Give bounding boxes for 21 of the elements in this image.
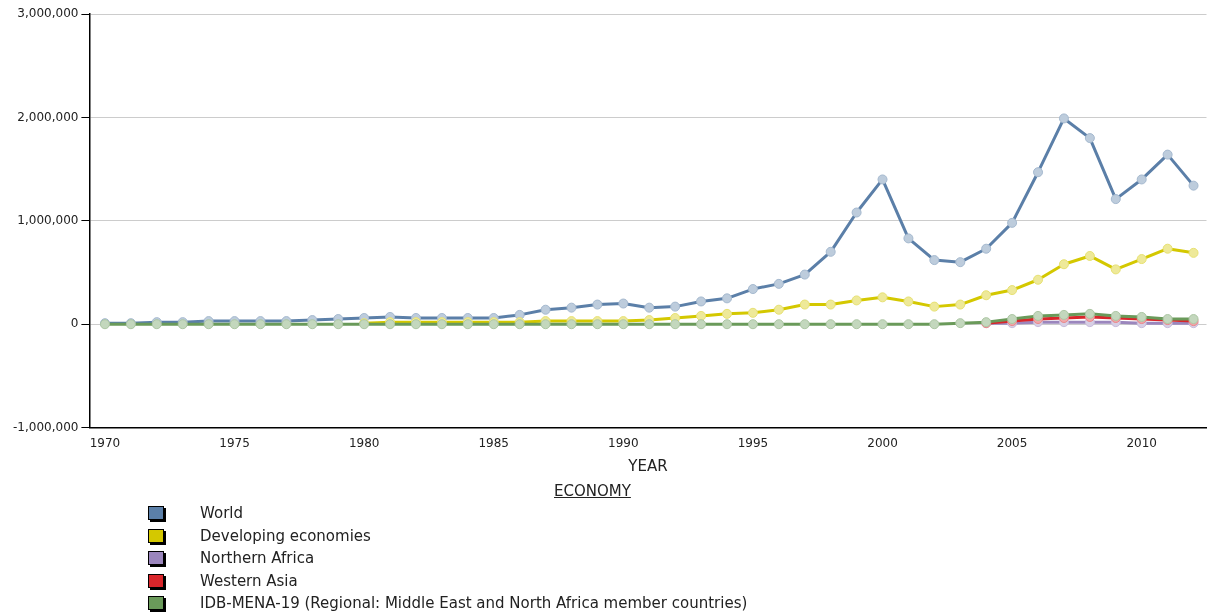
legend-label: Northern Africa <box>200 549 315 568</box>
legend-label: Developing economies <box>200 526 371 545</box>
x-tick-label: 2010 <box>1126 435 1157 450</box>
x-axis-title: YEAR <box>627 456 668 475</box>
x-tick-label: 1975 <box>219 435 250 450</box>
legend-label: World <box>200 504 243 523</box>
legend-label: Western Asia <box>200 571 298 590</box>
y-tick-label: 1,000,000 <box>17 212 79 227</box>
legend-title: ECONOMY <box>554 482 632 500</box>
x-tick-label: 1990 <box>608 435 639 450</box>
y-tick-label: 0 <box>70 316 79 331</box>
x-tick-label: 1980 <box>348 435 380 450</box>
x-tick-label: 2005 <box>996 435 1028 450</box>
x-tick-label: 1995 <box>737 435 769 450</box>
x-tick-label: 1985 <box>478 435 510 450</box>
y-tick-label: 3,000,000 <box>17 6 79 21</box>
x-tick-label: 1970 <box>89 435 121 450</box>
legend-label: IDB-MENA-19 (Regional: Middle East and North Africa member countries) <box>200 594 748 613</box>
y-tick-label: -1,000,000 <box>13 419 79 434</box>
y-tick-label: 2,000,000 <box>17 109 79 124</box>
x-tick-label: 2000 <box>867 435 898 450</box>
